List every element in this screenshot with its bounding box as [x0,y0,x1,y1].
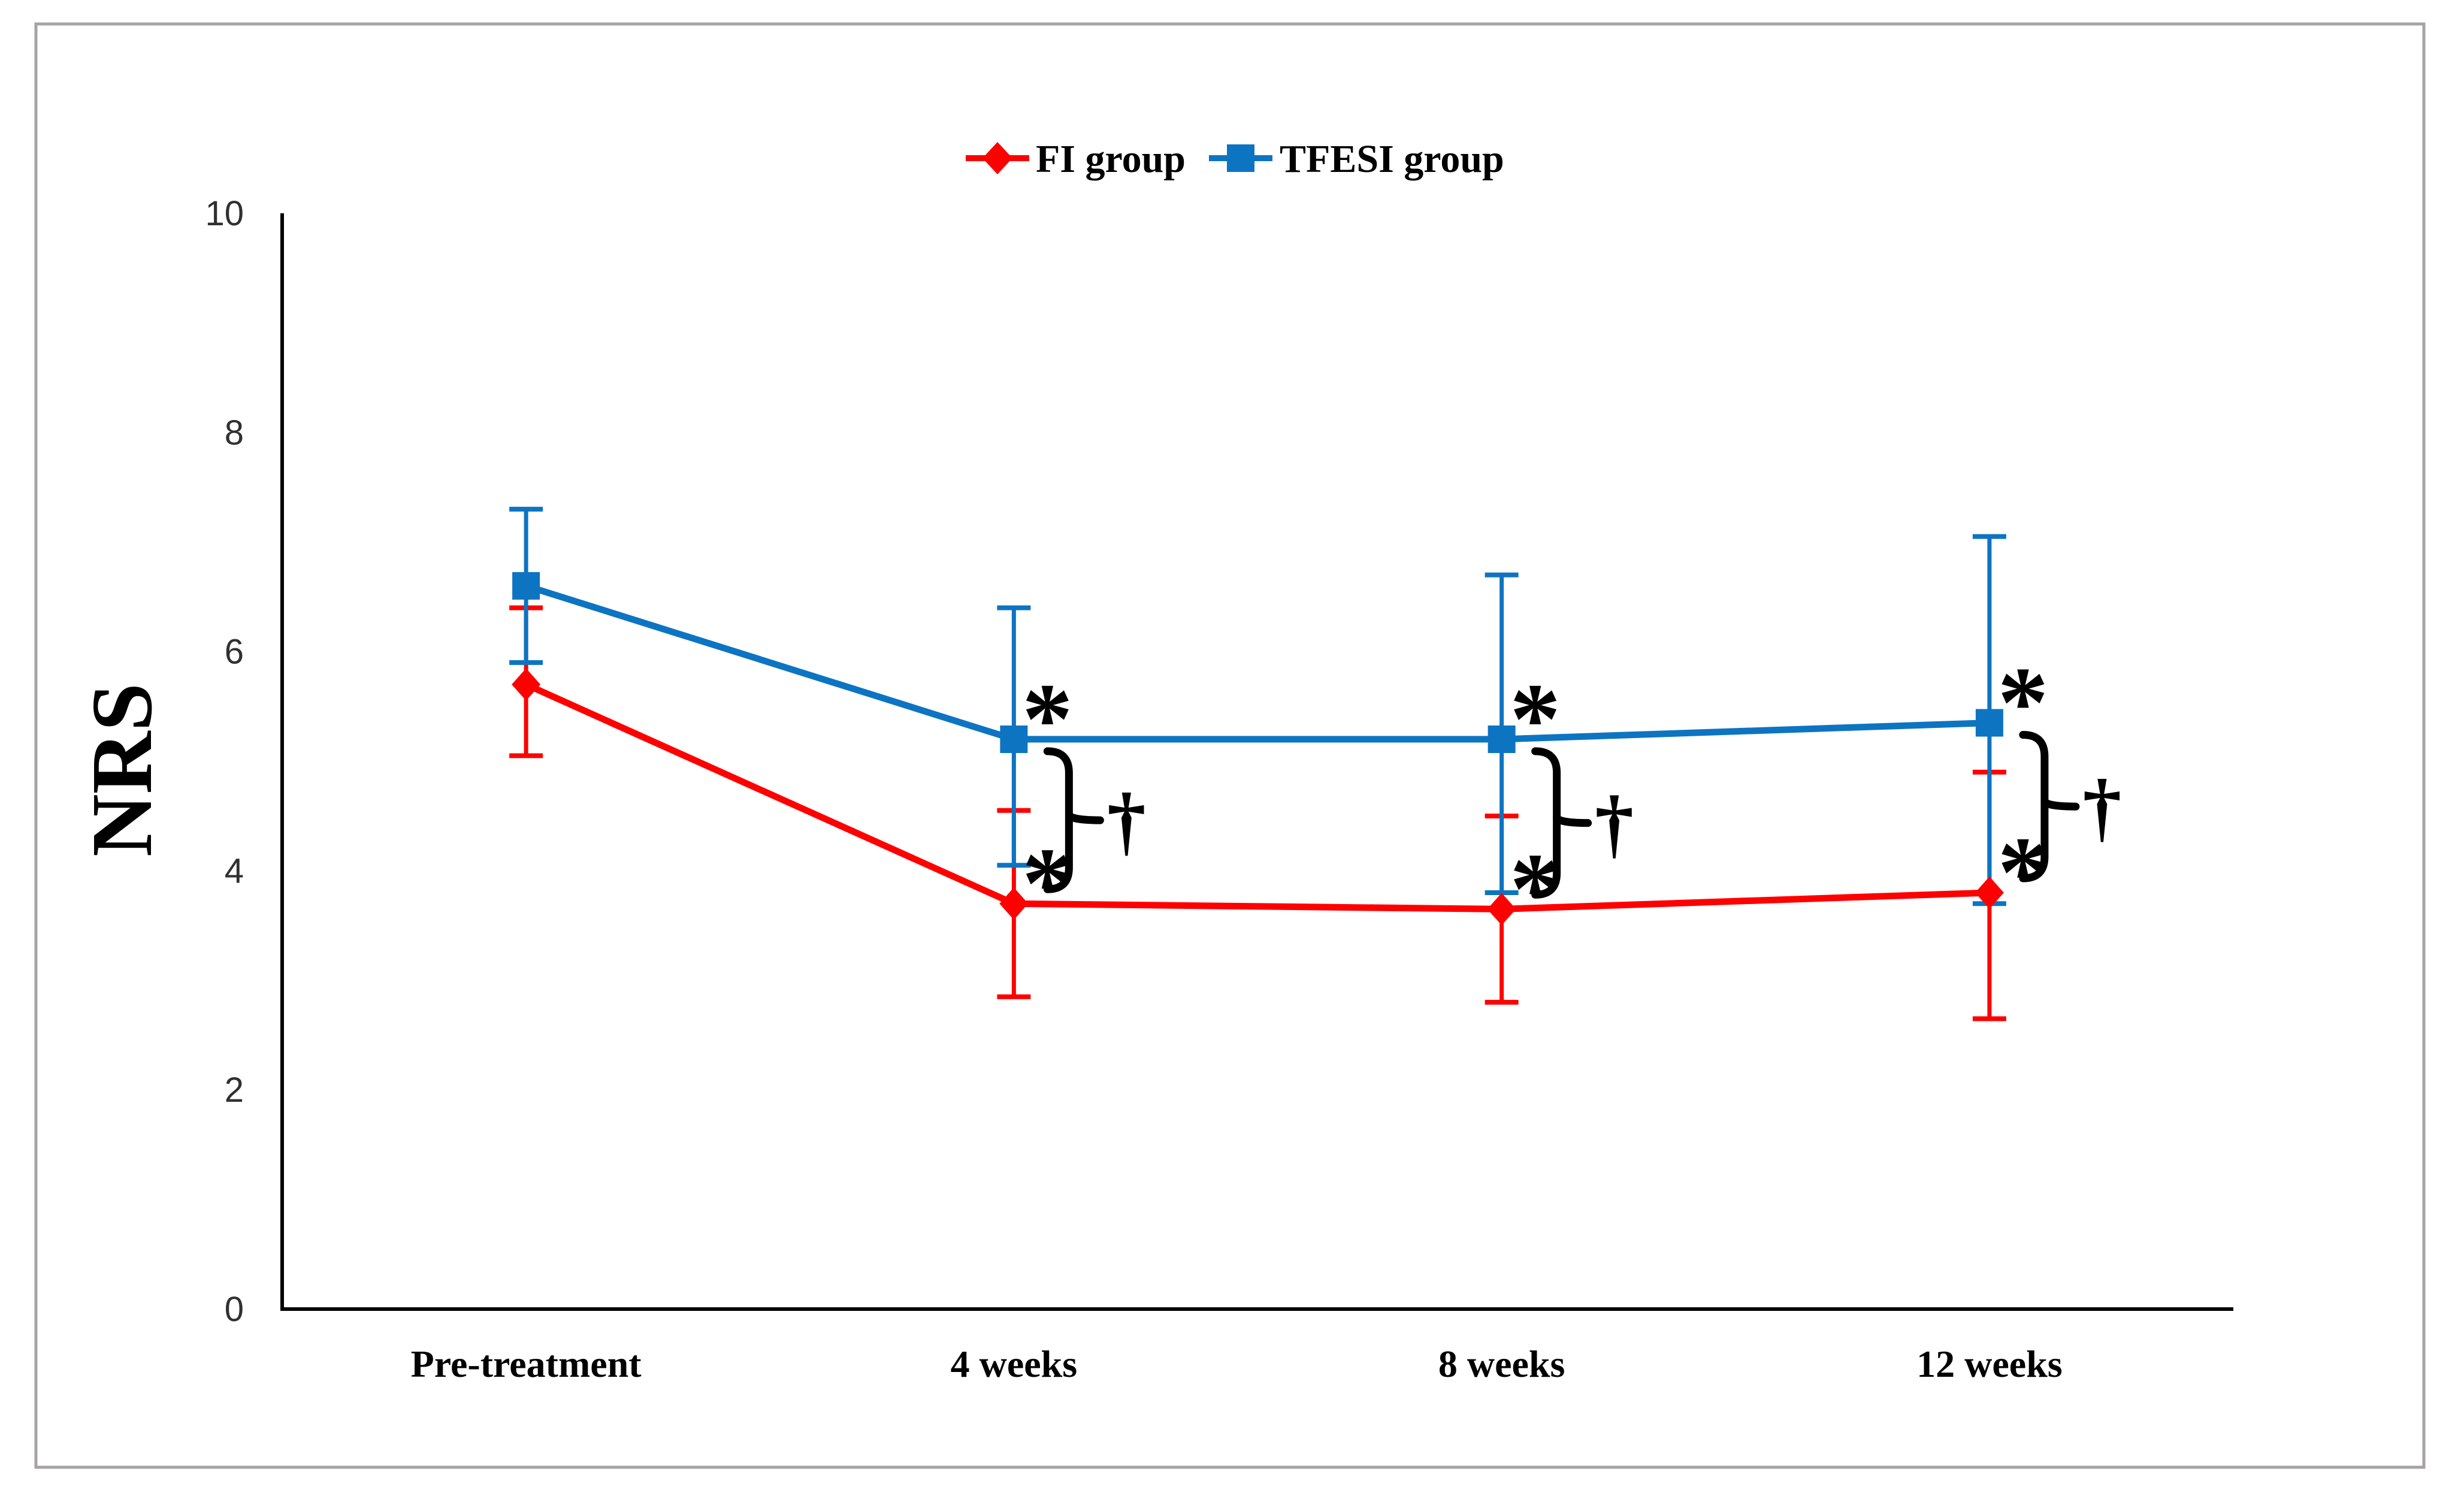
data-point-diamond [999,887,1029,920]
x-category-label: Pre-treatment [411,1343,642,1385]
dagger-annotation: † [1107,778,1146,864]
plot-area: 0 2 4 6 8 10 Pre-treatment 4 weeks 8 weeks 12 wee… [205,194,2121,1385]
x-category-label: 12 weeks [1916,1343,2063,1385]
dagger-annotation: † [2082,764,2121,850]
y-tick-label: 10 [205,194,244,233]
y-tick-label: 8 [225,413,244,452]
data-point-diamond [1975,876,2004,909]
figure-border [34,22,2426,1469]
series-line [525,582,1990,743]
square-icon [1227,144,1254,172]
data-point-diamond [512,668,541,701]
y-tick-label: 6 [225,633,244,672]
comparison-bracket [2019,730,2049,883]
data-point-square [1975,709,2003,737]
legend-label-fi: FI group [1036,137,1186,181]
legend: FI group TFESI group [966,137,1504,181]
comparison-bracket-pointer [1553,814,1592,827]
comparison-bracket [1531,747,1561,899]
comparison-bracket-pointer [1065,811,1104,824]
data-point-diamond [1487,893,1516,926]
legend-label-tfesi: TFESI group [1280,137,1504,181]
diamond-icon [982,142,1012,174]
y-tick-label: 2 [225,1071,244,1110]
x-category-label: 8 weeks [1438,1343,1565,1385]
data-point-square [512,572,540,600]
y-axis-title: NRS [74,683,170,857]
axes [280,213,2233,1311]
dagger-annotation: † [1595,781,1634,867]
data-point-square [1488,725,1516,753]
y-tick-label: 4 [225,851,244,890]
data-point-square [1000,725,1028,753]
comparison-bracket-pointer [2040,797,2080,811]
y-tick-label: 0 [225,1290,244,1329]
series-line [524,681,1990,912]
comparison-bracket [1043,747,1073,893]
x-category-label: 4 weeks [951,1343,1078,1385]
